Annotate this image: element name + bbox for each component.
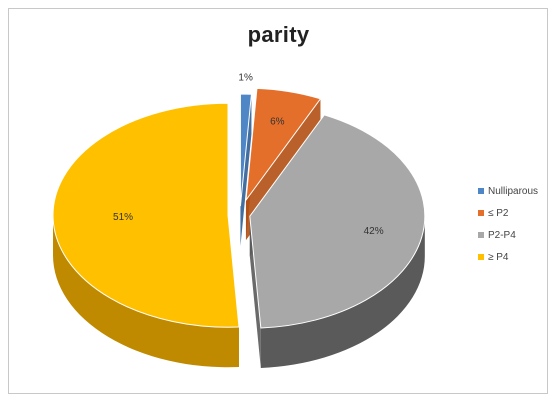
pie-slice-side (260, 216, 425, 368)
data-label: 1% (238, 72, 253, 83)
data-label: 42% (364, 226, 384, 237)
legend-swatch (478, 254, 484, 260)
legend-item: ≥ P4 (478, 246, 538, 268)
pie-tops (52, 87, 426, 329)
legend-label: P2-P4 (488, 229, 516, 241)
chart-title: parity (247, 22, 310, 47)
legend-item: P2-P4 (478, 224, 538, 246)
legend-swatch (478, 188, 484, 194)
legend-swatch (478, 232, 484, 238)
pie-slice (52, 102, 240, 328)
legend-label: ≤ P2 (488, 207, 509, 219)
pie-slice-wall (240, 94, 252, 247)
data-label: 6% (270, 117, 285, 128)
pie-slice-wall (249, 216, 261, 368)
legend-swatch (478, 210, 484, 216)
pie-labels: 1% 6% 42% 51% (113, 72, 384, 237)
pie-slice-side (53, 215, 239, 368)
pie-slice (245, 87, 322, 202)
legend-item: Nulliparous (478, 180, 538, 202)
pie-slice (239, 93, 252, 207)
pie-slice (249, 114, 426, 329)
legend-label: ≥ P4 (488, 251, 509, 263)
data-label: 51% (113, 212, 133, 223)
legend-label: Nulliparous (488, 185, 539, 197)
legend-item: ≤ P2 (478, 202, 538, 224)
legend: Nulliparous ≤ P2 P2-P4 ≥ P4 (478, 180, 538, 268)
